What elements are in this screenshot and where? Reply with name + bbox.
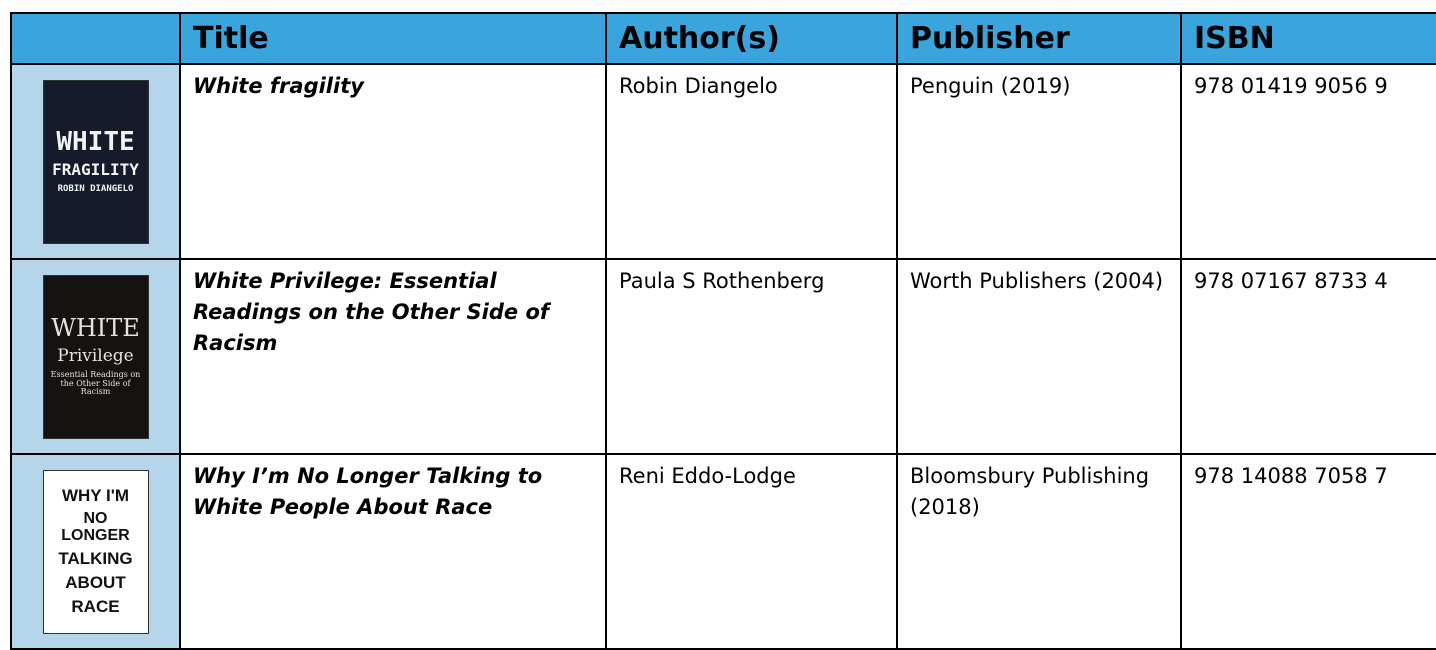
cover-text: Privilege [57, 345, 134, 366]
cover-text: RACE [71, 597, 120, 617]
cover-text: NO LONGER [61, 509, 130, 544]
header-cell: ISBN [1180, 12, 1436, 65]
publisher-cell: Bloomsbury Publishing (2018) [896, 453, 1182, 650]
book-cover: WHITE Privilege Essential Readings on the … [42, 274, 149, 439]
publisher-cell: Penguin (2019) [896, 63, 1182, 260]
cover-cell: WHY I'M NO LONGER TALKING ABOUT RACE [10, 453, 181, 650]
author-cell: Robin Diangelo [605, 63, 898, 260]
book-row: WHITE FRAGILITY ROBIN DIANGELO White fragil… [10, 63, 1436, 260]
cover-text: ROBIN DIANGELO [57, 183, 134, 194]
header-row: Title Author(s) Publisher ISBN [10, 12, 1436, 65]
publisher-cell: Worth Publishers (2004) [896, 258, 1182, 455]
cover-text: TALKING [58, 549, 133, 569]
book-cover: WHITE FRAGILITY ROBIN DIANGELO [42, 79, 149, 244]
header-cell [10, 12, 181, 65]
cover-text: WHITE [56, 126, 135, 157]
header-cell: Publisher [896, 12, 1182, 65]
isbn-cell: 978 07167 8733 4 [1180, 258, 1436, 455]
cover-cell: WHITE Privilege Essential Readings on the … [10, 258, 181, 455]
book-cover: WHY I'M NO LONGER TALKING ABOUT RACE [42, 469, 149, 634]
cover-text: Essential Readings on the Other Side of … [50, 370, 141, 397]
book-table: Title Author(s) Publisher ISBN WHITE FRAGILI… [10, 12, 1436, 650]
cover-cell: WHITE FRAGILITY ROBIN DIANGELO [10, 63, 181, 260]
book-row: WHY I'M NO LONGER TALKING ABOUT RACE Why I’m … [10, 453, 1436, 650]
author-cell: Reni Eddo-Lodge [605, 453, 898, 650]
isbn-cell: 978 01419 9056 9 [1180, 63, 1436, 260]
cover-text: ABOUT [65, 573, 126, 593]
header-cell: Author(s) [605, 12, 898, 65]
title-cell: White fragility [179, 63, 607, 260]
header-cell: Title [179, 12, 607, 65]
cover-text: WHY I'M [61, 486, 129, 506]
cover-text: FRAGILITY [52, 160, 139, 180]
title-cell: White Privilege: Essential Readings on t… [179, 258, 607, 455]
author-cell: Paula S Rothenberg [605, 258, 898, 455]
isbn-cell: 978 14088 7058 7 [1180, 453, 1436, 650]
title-cell: Why I’m No Longer Talking to White Peopl… [179, 453, 607, 650]
cover-text: WHITE [51, 314, 140, 343]
book-row: WHITE Privilege Essential Readings on the … [10, 258, 1436, 455]
